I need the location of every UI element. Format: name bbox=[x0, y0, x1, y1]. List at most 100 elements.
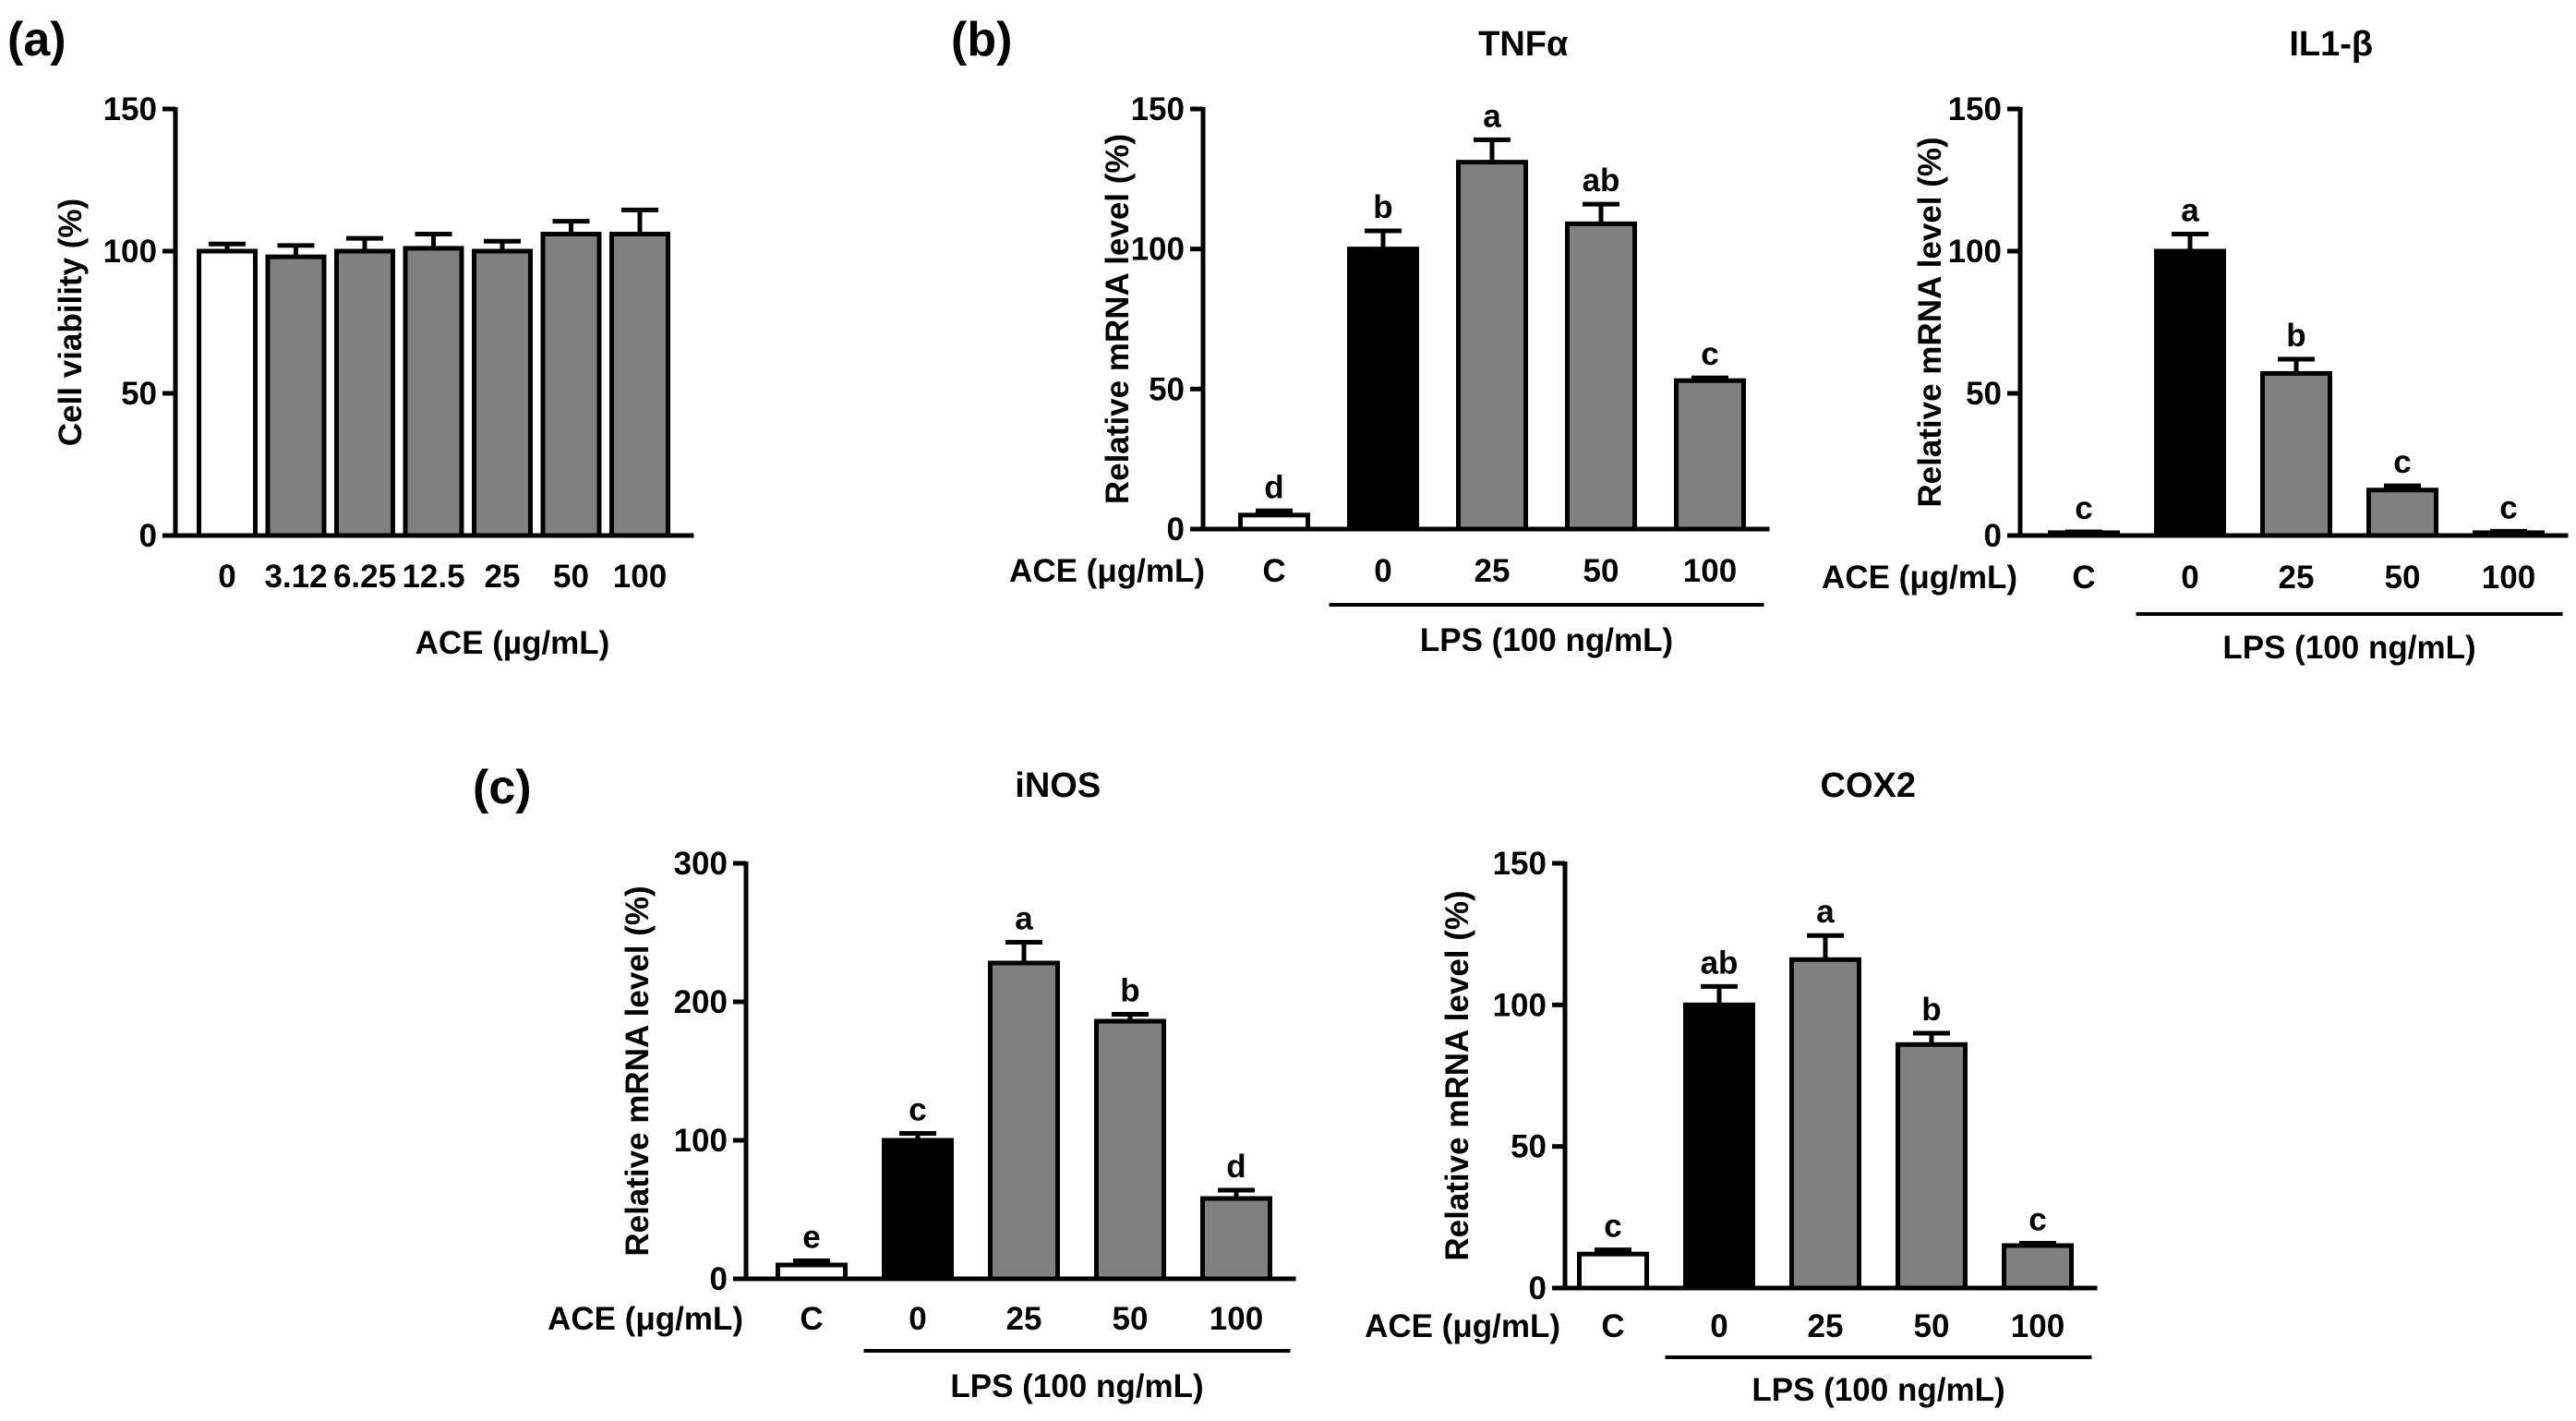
y-tick-label: 300 bbox=[674, 846, 728, 882]
y-tick-label: 0 bbox=[1984, 518, 2002, 554]
significance-letter: a bbox=[1015, 901, 1033, 937]
x-tick-label: C bbox=[1262, 553, 1285, 589]
significance-letter: c bbox=[2393, 444, 2411, 480]
y-tick-label: 200 bbox=[674, 984, 728, 1020]
charts-container: 0 50 100 150 Cell viability (%) 0 3.12 6.25 12.5… bbox=[53, 25, 2569, 1408]
lps-group-label: LPS (100 ng/mL) bbox=[1751, 1372, 2004, 1408]
bar bbox=[2473, 530, 2545, 538]
chart-3: iNOS 0 100 200 300 Relative mRNA level (%) Ce 0… bbox=[548, 766, 1296, 1404]
lps-group-label: LPS (100 ng/mL) bbox=[950, 1368, 1203, 1404]
x-tick-label: 0 bbox=[2181, 560, 2198, 596]
chart-title: COX2 bbox=[1821, 766, 1916, 805]
bar bbox=[1565, 221, 1637, 532]
y-tick-label: 150 bbox=[1493, 846, 1547, 882]
significance-letter: c bbox=[1604, 1209, 1621, 1245]
significance-letter: a bbox=[1483, 98, 1501, 134]
bar bbox=[2366, 488, 2438, 538]
panel-b-label: (b) bbox=[951, 13, 1012, 66]
chart-4: COX2 0 50 100 150 Relative mRNA level (%) Cc 0 a… bbox=[1365, 766, 2098, 1408]
chart-0: 0 50 100 150 Cell viability (%) 0 3.12 6.25 12.5… bbox=[53, 91, 694, 661]
y-axis-label: Relative mRNA level (%) bbox=[1912, 137, 1948, 507]
x-tick-label: 12.5 bbox=[402, 559, 464, 595]
y-tick-label: 100 bbox=[1131, 232, 1185, 268]
bar bbox=[1094, 1018, 1166, 1282]
bar bbox=[1238, 512, 1310, 532]
significance-letter: c bbox=[2499, 489, 2517, 525]
x-tick-label: 50 bbox=[1583, 553, 1619, 589]
y-tick-label: 50 bbox=[1149, 371, 1185, 407]
y-axis-label: Relative mRNA level (%) bbox=[620, 885, 656, 1256]
bar bbox=[882, 1138, 954, 1282]
bar bbox=[1200, 1196, 1272, 1282]
panel-c-label: (c) bbox=[473, 761, 532, 814]
x-tick-label: 25 bbox=[1006, 1301, 1042, 1337]
x-tick-label: 100 bbox=[2011, 1308, 2064, 1344]
bar bbox=[334, 248, 395, 538]
x-tick-label: 50 bbox=[1914, 1308, 1950, 1344]
y-tick-label: 0 bbox=[1529, 1270, 1547, 1307]
x-tick-label: C bbox=[2072, 560, 2095, 596]
bar bbox=[1347, 247, 1419, 532]
y-tick-label: 50 bbox=[1511, 1129, 1547, 1165]
significance-letter: b bbox=[2286, 318, 2305, 354]
significance-letter: c bbox=[2075, 490, 2092, 526]
lps-group-label: LPS (100 ng/mL) bbox=[2222, 630, 2475, 666]
bar bbox=[1789, 957, 1861, 1291]
significance-letter: b bbox=[1921, 992, 1941, 1028]
x-tick-label: 25 bbox=[1808, 1308, 1844, 1344]
significance-letter: a bbox=[2181, 193, 2199, 229]
bar bbox=[472, 248, 533, 538]
x-axis-label: ACE (µg/mL) bbox=[415, 625, 610, 661]
significance-letter: d bbox=[1226, 1149, 1246, 1185]
bar bbox=[1577, 1251, 1649, 1291]
y-axis-label: Cell viability (%) bbox=[53, 199, 89, 446]
x-prefix-label: ACE (μg/mL) bbox=[1365, 1308, 1560, 1344]
x-tick-label: 25 bbox=[1475, 553, 1511, 589]
x-tick-label: 50 bbox=[553, 559, 589, 595]
bar bbox=[1683, 1002, 1755, 1291]
significance-letter: c bbox=[2028, 1202, 2046, 1238]
bar bbox=[1456, 160, 1528, 532]
significance-letter: b bbox=[1120, 973, 1139, 1009]
y-tick-label: 100 bbox=[1948, 234, 2002, 270]
bar bbox=[776, 1262, 848, 1282]
y-tick-label: 50 bbox=[121, 376, 157, 412]
bar bbox=[265, 254, 327, 538]
y-tick-label: 0 bbox=[710, 1261, 728, 1297]
bar bbox=[609, 232, 670, 538]
y-axis-label: Relative mRNA level (%) bbox=[1439, 890, 1475, 1260]
x-tick-label: 100 bbox=[1683, 553, 1737, 589]
chart-title: IL1-β bbox=[2289, 25, 2373, 64]
y-tick-label: 150 bbox=[1948, 91, 2002, 127]
x-tick-label: 50 bbox=[1113, 1301, 1149, 1337]
x-tick-label: 100 bbox=[1210, 1301, 1263, 1337]
x-tick-label: 3.12 bbox=[264, 559, 327, 595]
significance-letter: b bbox=[1373, 189, 1392, 225]
bar bbox=[2260, 370, 2332, 538]
x-tick-label: 25 bbox=[485, 559, 521, 595]
x-tick-label: C bbox=[800, 1301, 823, 1337]
x-tick-label: 0 bbox=[218, 559, 235, 595]
y-tick-label: 0 bbox=[1167, 512, 1185, 548]
x-tick-label: 0 bbox=[909, 1301, 926, 1337]
bar bbox=[197, 248, 258, 538]
x-tick-label: 0 bbox=[1374, 553, 1391, 589]
bar bbox=[2048, 530, 2120, 538]
bar bbox=[2154, 248, 2226, 538]
y-tick-label: 100 bbox=[674, 1123, 728, 1159]
bar bbox=[988, 960, 1060, 1282]
bar bbox=[540, 232, 602, 538]
y-tick-label: 100 bbox=[103, 234, 157, 270]
x-tick-label: 25 bbox=[2279, 560, 2315, 596]
y-tick-label: 0 bbox=[139, 518, 157, 554]
x-tick-label: 0 bbox=[1710, 1308, 1727, 1344]
x-prefix-label: ACE (μg/mL) bbox=[1822, 560, 2017, 596]
bar bbox=[403, 246, 464, 538]
significance-letter: c bbox=[1701, 336, 1718, 372]
y-tick-label: 150 bbox=[103, 91, 157, 127]
significance-letter: ab bbox=[1583, 163, 1620, 199]
lps-group-label: LPS (100 ng/mL) bbox=[1420, 622, 1673, 658]
x-tick-label: 50 bbox=[2385, 560, 2421, 596]
